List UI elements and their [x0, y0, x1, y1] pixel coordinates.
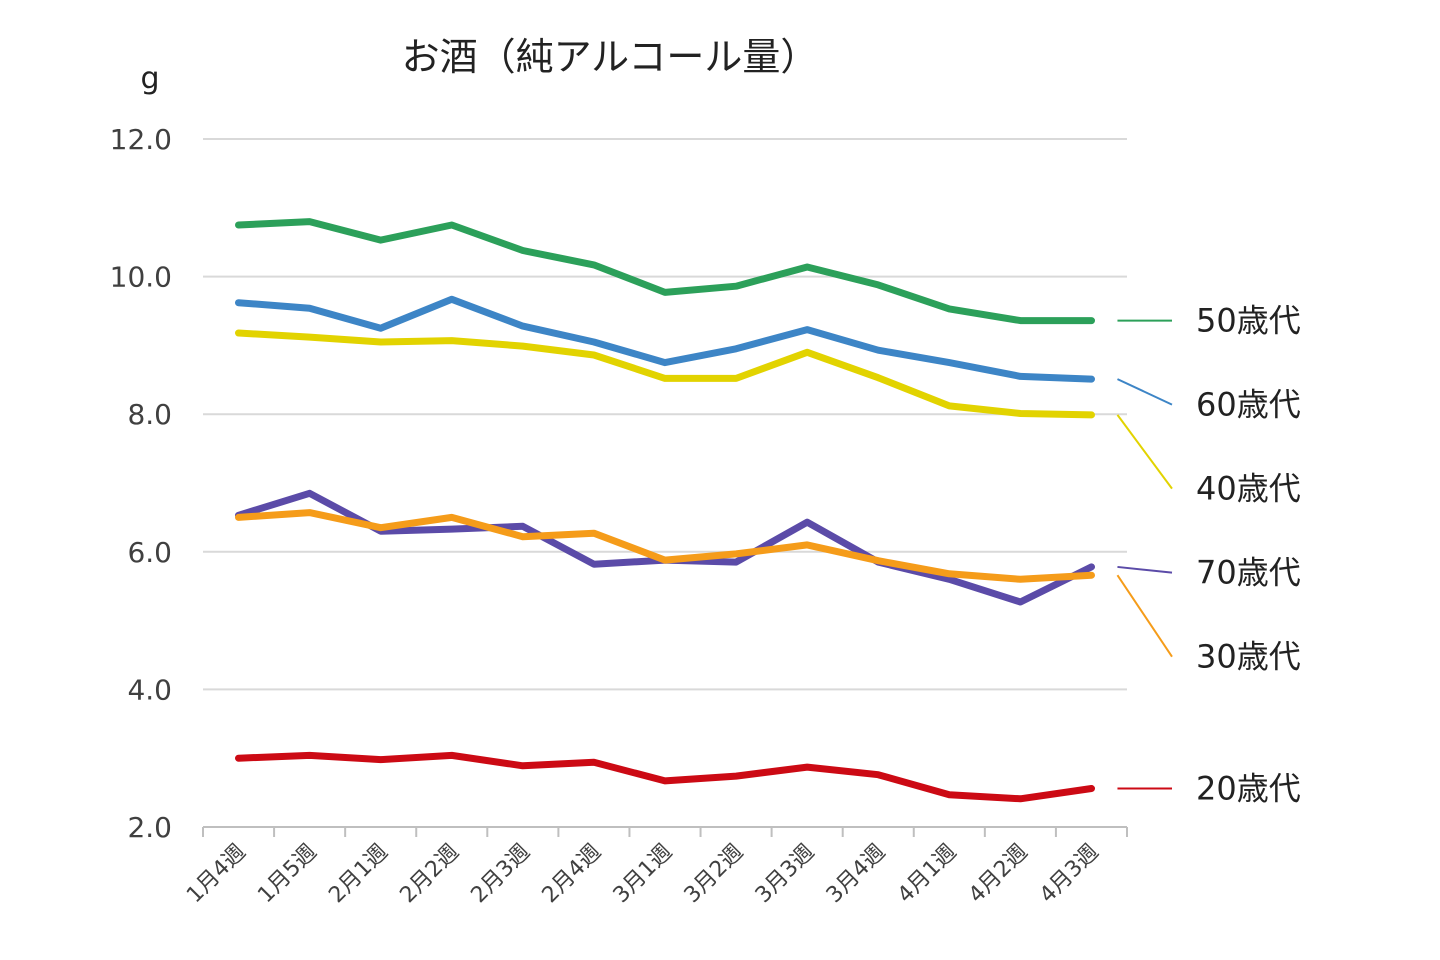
y-tick-label: 8.0 — [127, 398, 172, 431]
legend-label: 20歳代 — [1196, 769, 1301, 807]
x-axis — [202, 826, 1128, 837]
x-tick-label: 2月3週 — [466, 840, 535, 909]
x-tick-label: 2月4週 — [538, 840, 607, 909]
series-line-5 — [235, 751, 1095, 803]
series-line-0 — [235, 218, 1095, 325]
y-tick-label: 4.0 — [127, 673, 172, 706]
legend-label: 50歳代 — [1196, 302, 1301, 340]
x-tick-label: 1月5週 — [253, 840, 322, 909]
series-line-3 — [235, 489, 1095, 606]
y-tick-label: 6.0 — [127, 536, 172, 569]
legend-leader-line — [1117, 565, 1173, 574]
x-tick-label: 2月2週 — [395, 840, 464, 909]
series-line-2 — [235, 329, 1095, 419]
legend-leader-line — [1116, 574, 1173, 658]
y-axis-ticks: 2.0 4.0 6.0 8.0 10.0 12.0 — [110, 123, 172, 844]
legend-label: 60歳代 — [1196, 386, 1301, 424]
chart-title: お酒（純アルコール量） — [402, 35, 819, 79]
x-tick-label: 3月4週 — [822, 840, 891, 909]
legend-label: 40歳代 — [1196, 470, 1301, 508]
y-tick-label: 12.0 — [110, 123, 172, 156]
series-line-1 — [235, 295, 1095, 383]
gridlines — [203, 138, 1127, 691]
x-axis-ticks: 1月4週 1月5週 2月1週 2月2週 2月3週 2月4週 3月1週 3月2週 3月3週 3月4週… — [182, 840, 1104, 909]
legend-label: 70歳代 — [1196, 554, 1301, 592]
legend-leader-line — [1116, 414, 1173, 490]
series-line-4 — [235, 509, 1095, 583]
x-tick-label: 3月3週 — [751, 840, 820, 909]
legend: 50歳代 60歳代 40歳代 70歳代 30歳代 20歳代 — [1116, 302, 1301, 807]
x-tick-label: 1月4週 — [182, 840, 251, 909]
x-tick-label: 4月1週 — [893, 840, 962, 909]
series-lines — [235, 218, 1095, 803]
x-tick-label: 4月2週 — [964, 840, 1033, 909]
legend-label: 30歳代 — [1196, 638, 1301, 676]
legend-leader-line — [1117, 378, 1173, 406]
x-tick-label: 2月1週 — [324, 840, 393, 909]
y-axis-unit: g — [140, 61, 159, 96]
y-tick-label: 10.0 — [110, 261, 172, 294]
x-tick-label: 3月1週 — [609, 840, 678, 909]
x-tick-label: 4月3週 — [1035, 840, 1104, 909]
y-tick-label: 2.0 — [127, 811, 172, 844]
x-tick-label: 3月2週 — [680, 840, 749, 909]
